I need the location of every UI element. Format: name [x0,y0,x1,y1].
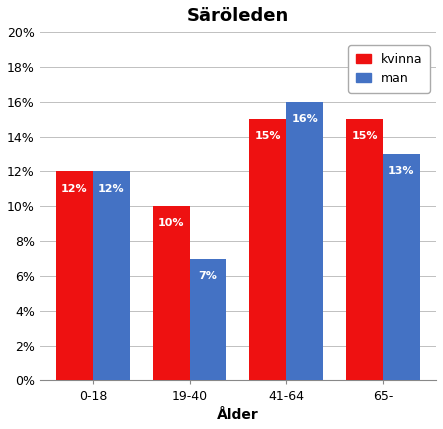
Bar [249,119,286,381]
Bar [56,172,93,381]
Bar [346,119,383,381]
Text: 16%: 16% [291,114,318,124]
Text: 15%: 15% [255,131,281,141]
Legend: kvinna, man: kvinna, man [348,45,430,93]
Bar [286,102,323,381]
Text: 10%: 10% [158,218,184,229]
Text: 12%: 12% [98,184,124,193]
X-axis label: Ålder: Ålder [217,408,259,422]
Bar [383,154,420,381]
Text: 13%: 13% [388,166,415,176]
Text: 12%: 12% [61,184,88,193]
Text: 7%: 7% [198,271,218,281]
Text: 15%: 15% [351,131,378,141]
Bar [153,206,190,381]
Bar [93,172,130,381]
Bar [190,259,226,381]
Title: Säröleden: Säröleden [187,7,289,25]
